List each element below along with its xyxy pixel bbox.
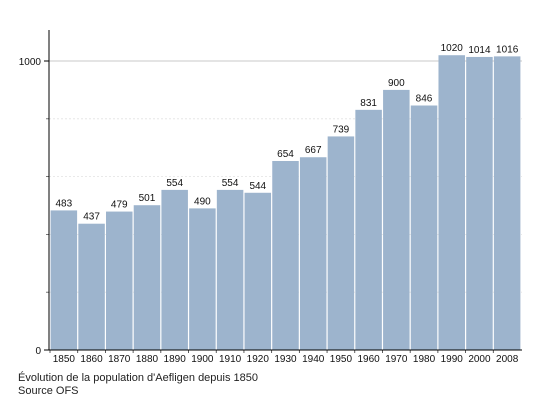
bar-1960: [355, 109, 382, 350]
bar-1850: [50, 210, 78, 350]
bar-1860: [78, 223, 105, 350]
data-label-1970: 900: [388, 78, 405, 89]
data-label-1940: 667: [305, 145, 322, 156]
data-label-1990: 1020: [441, 43, 464, 54]
x-tick-label-1870: 1870: [108, 354, 131, 365]
data-label-1860: 437: [83, 212, 100, 223]
x-tick-label-1930: 1930: [274, 354, 297, 365]
x-tick-label-1890: 1890: [164, 354, 187, 365]
x-tick-label-2000: 2000: [468, 354, 491, 365]
data-label-1850: 483: [56, 198, 73, 209]
data-label-1930: 654: [277, 149, 294, 160]
data-label-1890: 554: [166, 178, 183, 189]
x-tick-label-1990: 1990: [441, 354, 464, 365]
x-tick-label-1980: 1980: [413, 354, 436, 365]
x-tick-label-1880: 1880: [136, 354, 159, 365]
data-label-2000: 1014: [468, 45, 491, 56]
bar-1930: [272, 160, 299, 350]
data-label-1900: 490: [194, 196, 211, 207]
bar-1950: [327, 136, 355, 350]
data-label-1960: 831: [360, 98, 377, 109]
chart-caption: Évolution de la population d'Aefligen de…: [18, 372, 259, 384]
x-tick-label-1960: 1960: [357, 354, 380, 365]
data-label-1980: 846: [416, 94, 433, 105]
data-label-1880: 501: [139, 193, 156, 204]
bar-1910: [216, 189, 244, 350]
chart-source: Source OFS: [18, 385, 79, 397]
data-label-2008: 1016: [496, 44, 519, 55]
data-labels: 483 437 479 501 554 490 554 544 654 667 739 831 900 8…: [56, 43, 519, 222]
data-label-1870: 479: [111, 200, 128, 211]
bar-1920: [244, 192, 272, 350]
bar-1880: [133, 205, 161, 350]
bar-1980: [410, 105, 438, 350]
x-tick-label-1970: 1970: [385, 354, 408, 365]
axes: [48, 30, 522, 353]
x-tick-label-2008: 2008: [496, 354, 519, 365]
x-tick-label-1950: 1950: [330, 354, 353, 365]
x-tick-labels: 1850 1860 1870 1880 1890 1900 1910 1920 1930 1940…: [53, 354, 519, 365]
bar-1900: [189, 208, 216, 350]
data-label-1920: 544: [249, 181, 266, 192]
bar-1870: [106, 211, 133, 350]
x-tick-label-1850: 1850: [53, 354, 76, 365]
x-tick-label-1900: 1900: [191, 354, 214, 365]
data-label-1910: 554: [222, 178, 239, 189]
y-tick-label-0: 0: [35, 346, 41, 357]
x-tick-label-1940: 1940: [302, 354, 325, 365]
bar-1990: [438, 55, 465, 350]
bar-1940: [299, 157, 327, 350]
bars: [50, 55, 521, 351]
y-tick-labels: 0 1000: [19, 57, 49, 357]
x-tick-label-1920: 1920: [247, 354, 270, 365]
bar-2008: [493, 56, 521, 350]
bar-1890: [161, 189, 188, 350]
x-tick-label-1860: 1860: [80, 354, 103, 365]
bar-1970: [383, 89, 410, 351]
bar-2000: [466, 56, 493, 350]
data-label-1950: 739: [333, 124, 350, 135]
y-tick-label-1000: 1000: [19, 57, 42, 68]
x-tick-label-1910: 1910: [219, 354, 242, 365]
